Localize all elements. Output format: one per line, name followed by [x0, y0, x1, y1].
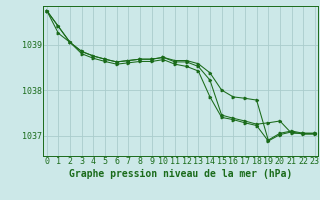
X-axis label: Graphe pression niveau de la mer (hPa): Graphe pression niveau de la mer (hPa)	[69, 169, 292, 179]
